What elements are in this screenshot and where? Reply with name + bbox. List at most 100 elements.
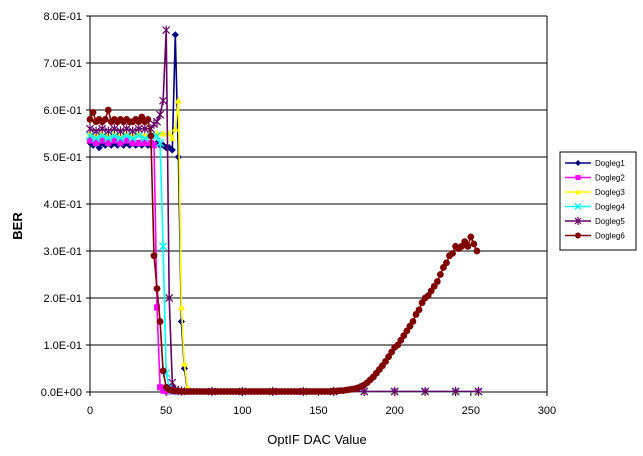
dogleg4-point bbox=[110, 131, 119, 140]
dogleg2-point bbox=[117, 139, 124, 146]
series-group bbox=[85, 25, 483, 397]
x-tick-label: 200 bbox=[385, 405, 403, 417]
legend-swatch-marker bbox=[574, 217, 582, 225]
legend-item-dogleg4: Dogleg4 bbox=[565, 203, 625, 212]
dogleg2-point bbox=[111, 137, 118, 144]
y-tick-label: 6.0E-01 bbox=[43, 105, 82, 117]
legend-swatch-marker bbox=[575, 232, 581, 239]
legend-box bbox=[559, 151, 637, 251]
dogleg1-point bbox=[171, 31, 179, 39]
legend: Dogleg1 Dogleg2 Dogleg3 Dogleg4 Dogleg5 Dogle… bbox=[559, 151, 637, 251]
dogleg6-point bbox=[147, 132, 155, 140]
dogleg4-point bbox=[155, 138, 165, 147]
y-tick-label: 4.0E-01 bbox=[43, 199, 82, 211]
y-tick-label: 1.0E-01 bbox=[43, 340, 82, 352]
x-axis-title: OptIF DAC Value bbox=[267, 432, 366, 447]
dogleg6-point bbox=[101, 116, 109, 123]
dogleg1-point bbox=[168, 146, 176, 154]
dogleg4-point bbox=[104, 134, 113, 143]
y-axis-title: BER bbox=[10, 212, 25, 240]
dogleg6-point bbox=[467, 233, 475, 241]
dogleg6-point bbox=[470, 240, 478, 248]
dogleg5-point bbox=[390, 386, 399, 397]
dogleg5-point bbox=[85, 124, 95, 134]
dogleg2-point bbox=[135, 139, 142, 146]
dogleg3-point bbox=[177, 303, 185, 311]
dogleg1-point bbox=[95, 144, 103, 152]
dogleg4-point bbox=[140, 134, 149, 143]
legend-item-dogleg5: Dogleg5 bbox=[565, 217, 625, 226]
dogleg2-point bbox=[141, 139, 148, 146]
dogleg5-point bbox=[92, 126, 101, 136]
dogleg2-point bbox=[150, 142, 158, 149]
dogleg5-point bbox=[162, 25, 171, 35]
dogleg4-point bbox=[91, 134, 101, 143]
dogleg5-point bbox=[122, 124, 131, 134]
dogleg4-point bbox=[159, 242, 168, 251]
y-tick-label: 5.0E-01 bbox=[43, 152, 82, 164]
dogleg3-point bbox=[174, 97, 182, 104]
dogleg2-point bbox=[129, 139, 136, 146]
legend-swatch-marker bbox=[575, 160, 581, 166]
y-tick-label: 2.0E-01 bbox=[43, 293, 82, 305]
x-tick-label: 50 bbox=[160, 405, 172, 417]
dogleg2-point bbox=[157, 384, 164, 391]
dogleg4-point bbox=[98, 131, 107, 140]
dogleg6-point bbox=[415, 306, 423, 314]
dogleg5-point bbox=[134, 124, 143, 134]
legend-label: Dogleg4 bbox=[595, 203, 625, 212]
dogleg6-point bbox=[159, 367, 167, 375]
legend-swatch-marker bbox=[574, 203, 582, 210]
dogleg4-point bbox=[85, 131, 95, 140]
dogleg5-point bbox=[116, 126, 125, 136]
legend-label: Dogleg1 bbox=[595, 159, 625, 168]
dogleg5-point bbox=[104, 126, 113, 136]
legend-item-dogleg2: Dogleg2 bbox=[565, 174, 625, 183]
y-tick-label: 7.0E-01 bbox=[43, 58, 82, 70]
dogleg2-point bbox=[123, 137, 130, 144]
dogleg5-point bbox=[156, 110, 165, 120]
dogleg5-point bbox=[421, 386, 430, 397]
dogleg2-point bbox=[93, 139, 100, 146]
dogleg3-point bbox=[168, 134, 176, 142]
dogleg6-point bbox=[409, 318, 417, 325]
dogleg4-point bbox=[122, 131, 131, 140]
dogleg5-point bbox=[165, 293, 174, 303]
legend-swatch-marker bbox=[575, 189, 581, 195]
dogleg6-point bbox=[153, 285, 161, 292]
legend-item-dogleg3: Dogleg3 bbox=[565, 188, 625, 197]
dogleg2-point bbox=[153, 304, 161, 311]
y-tick-label: 0.0E+00 bbox=[41, 387, 82, 399]
dogleg6-point bbox=[449, 249, 456, 257]
dogleg6-point bbox=[436, 271, 444, 278]
dogleg6-point bbox=[150, 252, 158, 260]
dogleg5-point bbox=[128, 126, 137, 136]
legend-label: Dogleg6 bbox=[595, 232, 625, 241]
dogleg6-point bbox=[443, 259, 450, 267]
legend-swatch-marker bbox=[575, 174, 581, 181]
dogleg5-point bbox=[140, 124, 149, 134]
dogleg5-point bbox=[153, 117, 162, 127]
legend-label: Dogleg3 bbox=[595, 188, 625, 197]
dogleg6-point bbox=[144, 116, 152, 123]
dogleg6-point bbox=[156, 318, 164, 325]
x-tick-label: 100 bbox=[233, 405, 251, 417]
dogleg3-point bbox=[180, 360, 189, 367]
dogleg3-point bbox=[159, 129, 167, 137]
dogleg6-point bbox=[473, 247, 481, 255]
dogleg4-point bbox=[128, 134, 137, 143]
dogleg4-point bbox=[116, 134, 125, 143]
y-tick-label: 8.0E-01 bbox=[43, 11, 82, 23]
dogleg6-point bbox=[464, 242, 472, 250]
dogleg2-point bbox=[86, 137, 94, 144]
dogleg5-point bbox=[168, 378, 177, 388]
dogleg5-point bbox=[159, 96, 168, 106]
dogleg4-point bbox=[134, 131, 143, 140]
dogleg5-point bbox=[98, 124, 107, 134]
dogleg6-point bbox=[433, 278, 441, 285]
dogleg2-point bbox=[99, 137, 106, 144]
dogleg6-point bbox=[89, 108, 97, 116]
